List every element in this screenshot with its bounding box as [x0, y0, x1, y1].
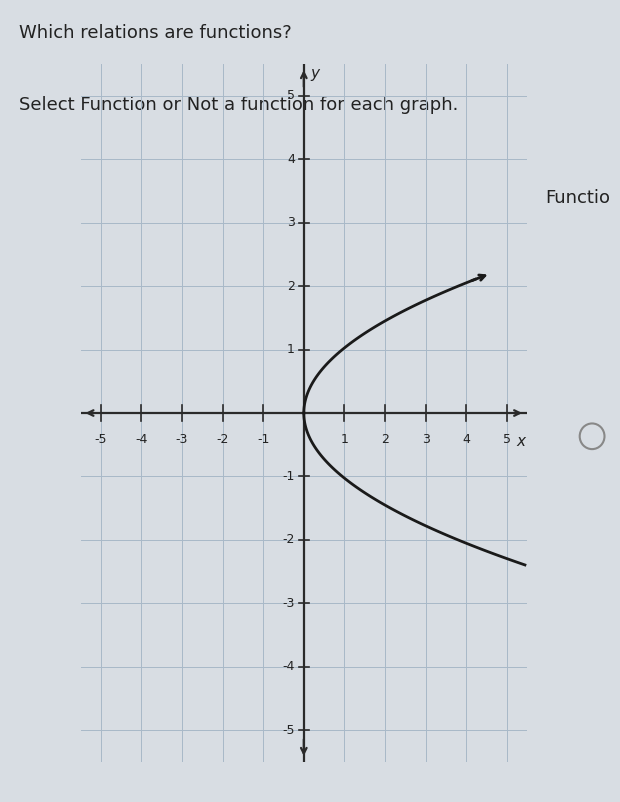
- Text: -4: -4: [135, 433, 148, 447]
- Text: Which relations are functions?: Which relations are functions?: [19, 24, 291, 42]
- Text: 4: 4: [462, 433, 470, 447]
- Text: 3: 3: [422, 433, 430, 447]
- Text: 3: 3: [287, 217, 295, 229]
- Text: x: x: [516, 434, 525, 449]
- Text: 2: 2: [287, 280, 295, 293]
- Text: -3: -3: [176, 433, 188, 447]
- Text: -3: -3: [283, 597, 295, 610]
- Text: 1: 1: [340, 433, 348, 447]
- Text: Select Function or Not a function for each graph.: Select Function or Not a function for ea…: [19, 96, 458, 114]
- Text: -1: -1: [283, 470, 295, 483]
- Text: -2: -2: [283, 533, 295, 546]
- Text: -5: -5: [95, 433, 107, 447]
- Text: 1: 1: [287, 343, 295, 356]
- Text: 2: 2: [381, 433, 389, 447]
- Text: 5: 5: [287, 89, 295, 103]
- Text: 5: 5: [503, 433, 511, 447]
- Text: -1: -1: [257, 433, 270, 447]
- Text: -2: -2: [216, 433, 229, 447]
- Text: y: y: [311, 67, 320, 81]
- Text: Functio: Functio: [546, 189, 611, 207]
- Text: -4: -4: [283, 660, 295, 673]
- Text: -5: -5: [282, 723, 295, 737]
- Text: 4: 4: [287, 153, 295, 166]
